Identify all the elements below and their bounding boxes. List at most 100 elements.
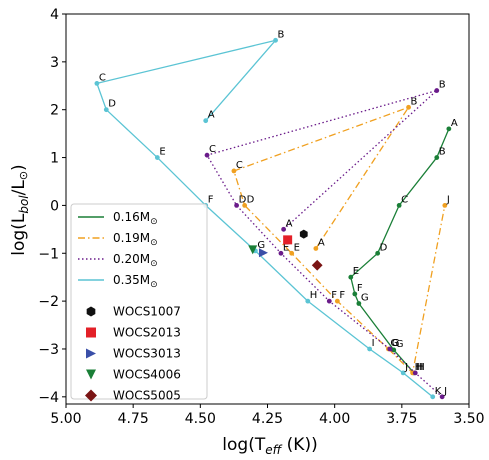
- point-label: H: [416, 362, 424, 373]
- point-label: E: [159, 147, 165, 158]
- data-point: [400, 370, 406, 376]
- data-point: [103, 107, 109, 113]
- legend-label: WOCS3013: [113, 347, 181, 361]
- data-point: [154, 155, 160, 160]
- legend-marker: [86, 306, 96, 317]
- point-label: G: [390, 338, 398, 349]
- data-point: [406, 104, 411, 110]
- point-label: H: [415, 362, 423, 373]
- point-label: E: [283, 242, 289, 253]
- point-label: A: [451, 118, 458, 129]
- x-tick-label: 4.75: [118, 411, 149, 427]
- x-tick-label: 5.00: [50, 411, 81, 427]
- y-tick-label: −4: [38, 390, 59, 406]
- data-point: [348, 274, 354, 280]
- legend-box: [70, 203, 208, 400]
- data-point: [203, 118, 209, 124]
- x-tick-label: 4.50: [185, 411, 216, 427]
- axis-ticks: 5.00 4.75 4.50 4.25 4.00 3.75 3.50 4 3 2 1 0 −1 −2 −3 −…: [38, 7, 484, 427]
- point-label: C: [401, 194, 408, 205]
- data-point: [334, 298, 340, 304]
- legend-label: WOCS2013: [113, 326, 181, 340]
- y-tick-label: −1: [38, 246, 59, 262]
- data-point: [396, 203, 402, 208]
- point-label: B: [411, 96, 418, 107]
- point-label: D: [108, 99, 116, 110]
- series-line: [233, 106, 446, 374]
- point-label: F: [339, 290, 345, 301]
- point-label: B: [439, 80, 446, 91]
- point-label: B: [439, 147, 446, 158]
- data-point: [273, 37, 278, 43]
- y-tick-label: −2: [38, 294, 59, 310]
- object-marker: [248, 245, 258, 255]
- point-label: H: [417, 362, 425, 373]
- data-point: [387, 346, 393, 352]
- axis-titles: log(Teff (K)) log(Lbol/L⊙): [9, 164, 318, 457]
- point-label: H: [310, 290, 318, 301]
- point-label: D: [239, 194, 247, 205]
- point-label: J: [404, 362, 408, 373]
- point-label: K: [435, 386, 442, 397]
- point-label: D: [380, 242, 388, 253]
- point-label: F: [331, 290, 337, 301]
- object-marker: [311, 259, 323, 271]
- data-point: [356, 301, 362, 306]
- data-point: [278, 250, 284, 256]
- series-line: [350, 128, 450, 374]
- data-point: [439, 394, 445, 400]
- point-label: G: [396, 339, 404, 350]
- point-label: G: [392, 338, 400, 349]
- object-marker: [299, 229, 308, 239]
- data-point: [204, 152, 210, 158]
- point-label: A: [318, 237, 325, 248]
- data-point: [94, 80, 100, 86]
- data-point: [446, 126, 452, 132]
- point-label: G: [257, 240, 265, 251]
- y-tick-label: 3: [50, 55, 59, 71]
- data-point: [434, 155, 440, 160]
- data-point: [412, 370, 418, 376]
- y-tick-label: 4: [50, 7, 59, 23]
- point-label: A: [208, 110, 215, 121]
- legend-label: 0.16M⊙: [113, 210, 158, 227]
- point-label: F: [357, 283, 363, 294]
- data-point: [231, 168, 237, 174]
- x-tick-label: 3.75: [386, 411, 417, 427]
- point-label: E: [294, 242, 300, 253]
- data-point: [367, 346, 372, 352]
- point-label: D: [247, 194, 255, 205]
- y-tick-label: 0: [50, 198, 59, 214]
- x-axis-title: log(Teff (K)): [222, 435, 317, 457]
- data-point: [313, 246, 319, 251]
- legend-marker: [85, 389, 97, 402]
- x-tick-label: 4.00: [319, 411, 350, 427]
- data-point: [326, 298, 332, 304]
- x-tick-label: 3.50: [453, 411, 484, 427]
- y-tick-label: 1: [50, 151, 59, 167]
- point-label: F: [208, 194, 214, 205]
- data-point: [234, 203, 240, 208]
- legend-label: 0.19M⊙: [113, 231, 158, 248]
- data-point: [352, 291, 358, 297]
- data-point: [242, 203, 248, 208]
- data-point: [375, 250, 381, 256]
- y-axis-title: log(Lbol/L⊙): [9, 164, 31, 255]
- legend-label: WOCS5005: [113, 389, 181, 403]
- data-point: [442, 203, 448, 208]
- object-marker: [283, 235, 293, 245]
- point-label: B: [278, 29, 285, 40]
- point-label: A: [286, 218, 293, 229]
- data-point: [434, 88, 440, 93]
- legend-marker: [86, 348, 96, 359]
- y-tick-label: −3: [38, 342, 59, 358]
- data-point: [289, 250, 295, 256]
- y-tick-label: 2: [50, 103, 59, 119]
- legend-marker: [86, 369, 96, 380]
- point-label: J: [443, 386, 447, 397]
- legend-label: 0.35M⊙: [113, 273, 158, 290]
- x-tick-label: 4.25: [252, 411, 283, 427]
